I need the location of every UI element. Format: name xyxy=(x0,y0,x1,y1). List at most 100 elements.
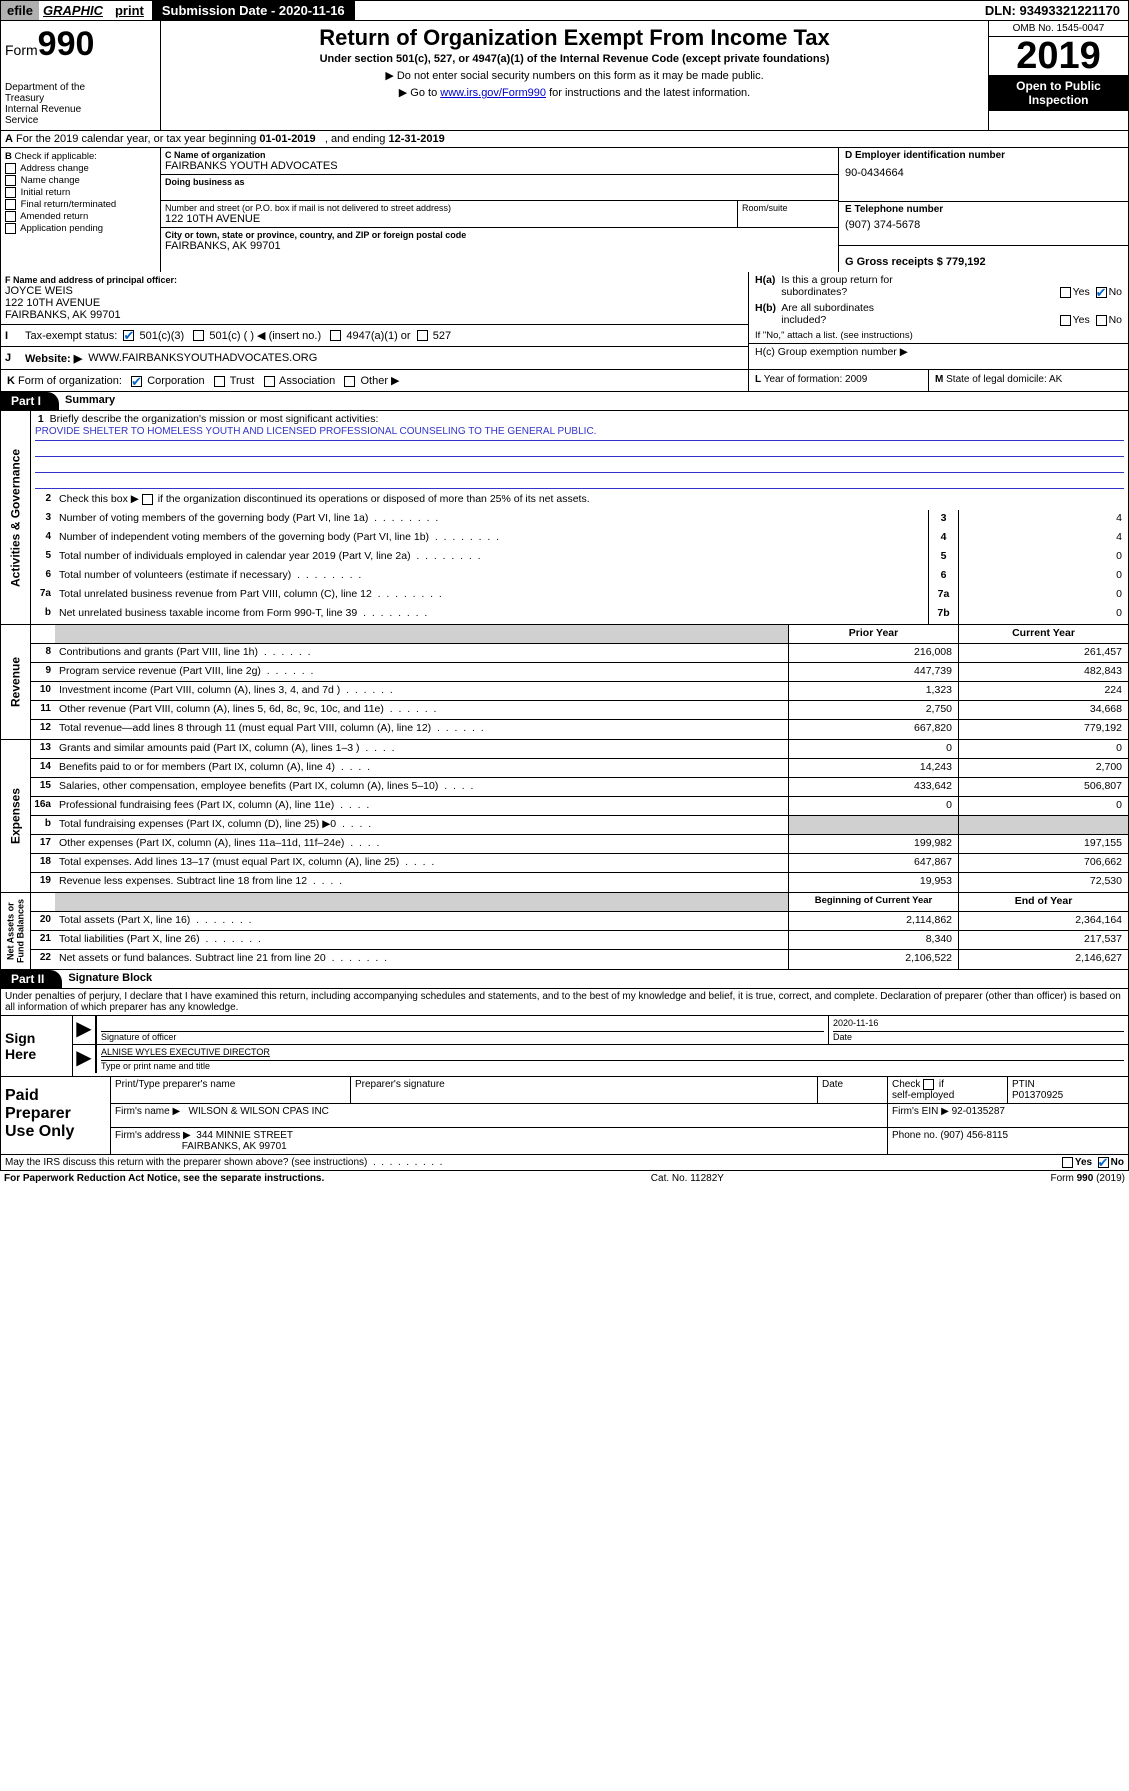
ein-label: D Employer identification number xyxy=(845,150,1122,161)
exp-text-19: Revenue less expenses. Subtract line 18 … xyxy=(55,873,788,892)
efile-button[interactable]: efile xyxy=(1,1,39,20)
section-k: K Form of organization: Corporation Trus… xyxy=(1,370,748,391)
ein-cell: D Employer identification number 90-0434… xyxy=(839,148,1128,202)
cb-501c[interactable] xyxy=(193,330,204,341)
section-b-label: B Check if applicable: xyxy=(5,151,156,162)
f-label: F Name and address of principal officer: xyxy=(5,275,744,285)
gov-box-6: 6 xyxy=(928,567,958,586)
gov-box-4: 4 xyxy=(928,529,958,548)
exp-text-14: Benefits paid to or for members (Part IX… xyxy=(55,759,788,777)
rev-prior-8: 216,008 xyxy=(788,644,958,662)
paid-preparer-label: PaidPreparerUse Only xyxy=(1,1077,111,1154)
cb-initial-return[interactable]: Initial return xyxy=(5,187,156,198)
phone-cell: E Telephone number (907) 374-5678 xyxy=(839,202,1128,246)
phone-label: E Telephone number xyxy=(845,204,1122,215)
vtab-revenue: Revenue xyxy=(1,625,31,739)
ptin-label: PTIN xyxy=(1012,1079,1035,1090)
cb-4947[interactable] xyxy=(330,330,341,341)
prep-row-2: Firm's name ▶ WILSON & WILSON CPAS INC F… xyxy=(111,1104,1128,1128)
gov-text-5: Total number of individuals employed in … xyxy=(55,548,928,567)
discuss-text: May the IRS discuss this return with the… xyxy=(5,1157,367,1168)
directive-2-pre: ▶ Go to xyxy=(399,87,440,99)
print-link[interactable]: print xyxy=(107,1,152,20)
gov-line-7a: 7a Total unrelated business revenue from… xyxy=(31,586,1128,605)
cb-discontinued[interactable] xyxy=(142,494,153,505)
gov-text-3: Number of voting members of the governin… xyxy=(55,510,928,529)
rev-current-12: 779,192 xyxy=(958,720,1128,739)
part1-title: Summary xyxy=(59,392,121,410)
sig-row-1: ▶ Signature of officer 2020-11-16 Date xyxy=(73,1016,1128,1045)
prep-check-label: Check ifself-employed xyxy=(888,1077,1008,1103)
rev-text-11: Other revenue (Part VIII, column (A), li… xyxy=(55,701,788,719)
rev-current-8: 261,457 xyxy=(958,644,1128,662)
officer-typed-name: ALNISE WYLES EXECUTIVE DIRECTOR xyxy=(101,1047,1124,1061)
gov-val-5: 0 xyxy=(958,548,1128,567)
officer-addr1: 122 10TH AVENUE xyxy=(5,297,744,309)
website-label: Website: ▶ xyxy=(25,352,82,365)
cb-hb-no[interactable] xyxy=(1096,315,1107,326)
firm-phone: Phone no. (907) 456-8115 xyxy=(888,1128,1128,1154)
part1-body: Activities & Governance 1 Briefly descri… xyxy=(0,411,1129,970)
cb-amended-return[interactable]: Amended return xyxy=(5,211,156,222)
cb-hb-yes[interactable] xyxy=(1060,315,1071,326)
gov-box-b: 7b xyxy=(928,605,958,624)
sign-here-right: ▶ Signature of officer 2020-11-16 Date ▶… xyxy=(73,1016,1128,1076)
section-d: D Employer identification number 90-0434… xyxy=(838,148,1128,272)
officer-name-label: Type or print name and title xyxy=(101,1061,210,1071)
directive-2-post: for instructions and the latest informat… xyxy=(546,87,750,99)
gov-val-7a: 0 xyxy=(958,586,1128,605)
cb-name-change[interactable]: Name change xyxy=(5,175,156,186)
rev-prior-12: 667,820 xyxy=(788,720,958,739)
cb-501c3[interactable] xyxy=(123,330,134,341)
cb-other[interactable] xyxy=(344,376,355,387)
exp-text-17: Other expenses (Part IX, column (A), lin… xyxy=(55,835,788,853)
sig-arrow-2: ▶ xyxy=(73,1045,97,1073)
paid-preparer-right: Print/Type preparer's name Preparer's si… xyxy=(111,1077,1128,1154)
website-value: WWW.FAIRBANKSYOUTHADVOCATES.ORG xyxy=(88,352,317,364)
exp-line-16a: 16a Professional fundraising fees (Part … xyxy=(31,797,1128,816)
dln: DLN: 93493321221170 xyxy=(977,1,1128,20)
cb-527[interactable] xyxy=(417,330,428,341)
na-current-21: 217,537 xyxy=(958,931,1128,949)
firm-name-cell: Firm's name ▶ WILSON & WILSON CPAS INC xyxy=(111,1104,888,1127)
rev-current-9: 482,843 xyxy=(958,663,1128,681)
cb-final-return[interactable]: Final return/terminated xyxy=(5,199,156,210)
gov-val-3: 4 xyxy=(958,510,1128,529)
col-begin: Beginning of Current Year xyxy=(788,893,958,911)
exp-prior-b xyxy=(788,816,958,834)
opt-trust: Trust xyxy=(230,375,255,387)
exp-line-15: 15 Salaries, other compensation, employe… xyxy=(31,778,1128,797)
firm-addr: 344 MINNIE STREET xyxy=(196,1130,293,1141)
footer-left: For Paperwork Reduction Act Notice, see … xyxy=(4,1173,324,1184)
cb-ha-no[interactable] xyxy=(1096,287,1107,298)
prep-date-label: Date xyxy=(818,1077,888,1103)
exp-text-15: Salaries, other compensation, employee b… xyxy=(55,778,788,796)
gov-val-4: 4 xyxy=(958,529,1128,548)
cb-discuss-yes[interactable] xyxy=(1062,1157,1073,1168)
h-b-note: If "No," attach a list. (see instruction… xyxy=(749,328,1128,343)
cb-address-change[interactable]: Address change xyxy=(5,163,156,174)
graphic-link[interactable]: GRAPHIC xyxy=(39,1,107,20)
hb-yn: Yes No xyxy=(1060,314,1122,326)
cb-ha-yes[interactable] xyxy=(1060,287,1071,298)
form990-link[interactable]: www.irs.gov/Form990 xyxy=(440,87,546,99)
opt-4947: 4947(a)(1) or xyxy=(346,330,410,342)
cb-self-employed[interactable] xyxy=(923,1079,934,1090)
line-2: 2 Check this box ▶ if the organization d… xyxy=(31,491,1128,510)
prep-sig-label: Preparer's signature xyxy=(351,1077,818,1103)
cb-trust[interactable] xyxy=(214,376,225,387)
mission-block: 1 Briefly describe the organization's mi… xyxy=(31,411,1128,491)
gov-line-b: b Net unrelated business taxable income … xyxy=(31,605,1128,624)
cb-association[interactable] xyxy=(264,376,275,387)
room-suite: Room/suite xyxy=(738,201,838,227)
gov-box-7a: 7a xyxy=(928,586,958,605)
firm-ein: Firm's EIN ▶ 92-0135287 xyxy=(888,1104,1128,1127)
cb-application-pending[interactable]: Application pending xyxy=(5,223,156,234)
cb-discuss-no[interactable] xyxy=(1098,1157,1109,1168)
na-prior-20: 2,114,862 xyxy=(788,912,958,930)
receipts-value: G Gross receipts $ 779,192 xyxy=(845,256,1122,268)
topbar-left: efile GRAPHIC print Submission Date - 20… xyxy=(1,1,355,20)
part1-header: Part I xyxy=(1,392,59,410)
exp-current-17: 197,155 xyxy=(958,835,1128,853)
cb-corporation[interactable] xyxy=(131,376,142,387)
